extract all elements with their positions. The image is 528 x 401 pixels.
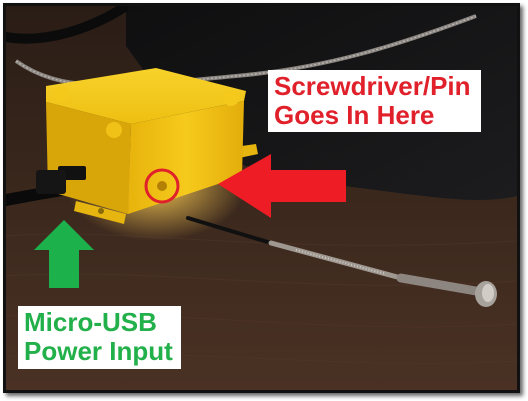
circle-marker (144, 168, 180, 204)
usb-annotation-line2: Power Input (24, 336, 173, 367)
enclosure-top (46, 68, 246, 124)
reset-hole (157, 181, 167, 191)
enclosure-front (128, 101, 244, 214)
green-arrow (34, 220, 94, 288)
usb-annotation-line1: Micro-USB (24, 307, 157, 337)
black-cable-top (6, 6, 129, 44)
usb-annotation: Micro-USB Power Input (18, 306, 181, 370)
screwdriver-annotation-line2: Goes In Here (274, 100, 435, 131)
screwdriver-annotation-line1: Screwdriver/Pin (274, 71, 471, 101)
device-photo: Screwdriver/Pin Goes In Here Micro-USB P… (3, 3, 520, 393)
red-arrow (218, 154, 346, 218)
screwdriver-annotation: Screwdriver/Pin Goes In Here (268, 70, 481, 133)
usb-plug (36, 170, 66, 194)
screwdriver (186, 216, 497, 307)
